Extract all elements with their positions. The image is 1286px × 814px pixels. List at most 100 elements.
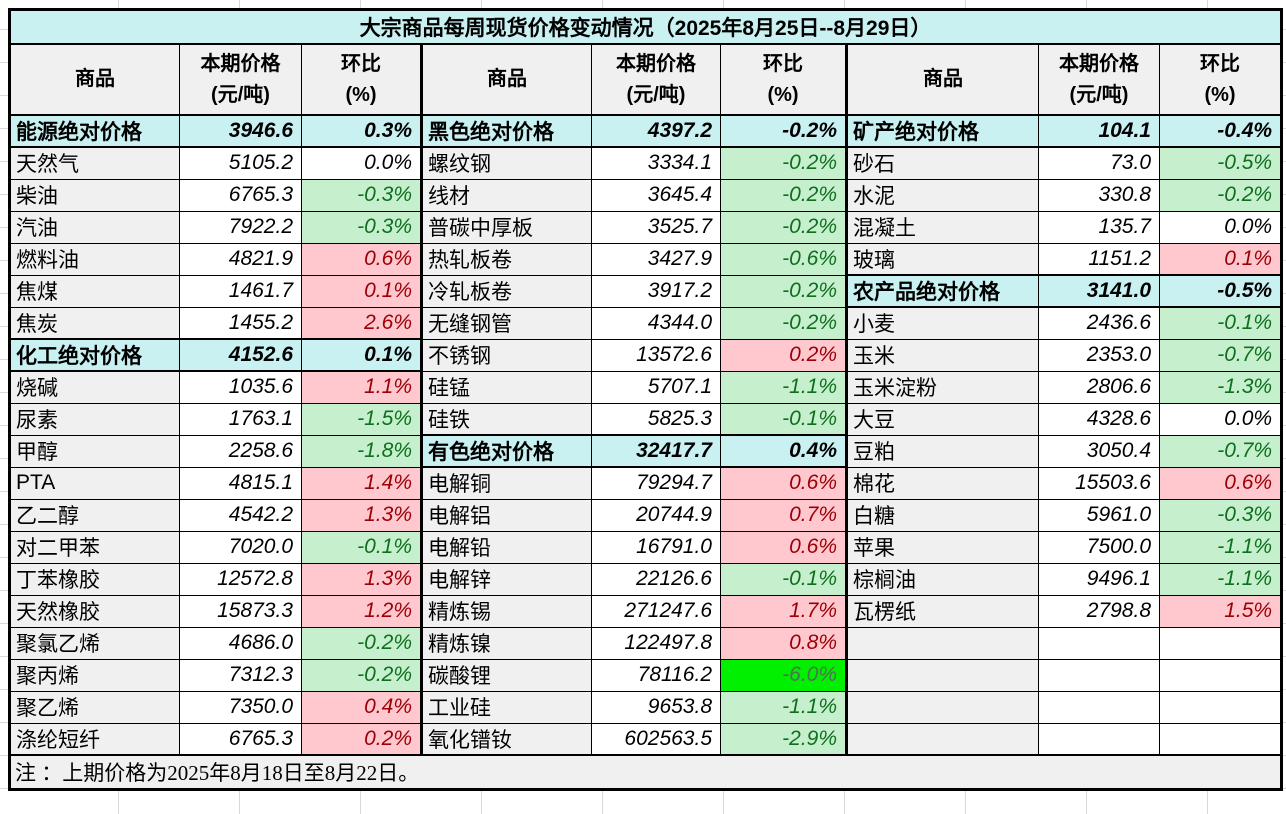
price-cell: 15503.6	[1038, 466, 1160, 500]
price-cell: 79294.7	[591, 466, 721, 500]
pct-cell: -0.5%	[1158, 274, 1283, 308]
column-header-pct: 环比 (%)	[720, 43, 847, 116]
price-cell: 15873.3	[179, 594, 302, 628]
price-cell: 32417.7	[591, 434, 721, 468]
column-header-price: 本期价格 (元/吨)	[1038, 43, 1160, 116]
price-cell: 7922.2	[179, 210, 302, 244]
table-note: 注 ：上期价格为2025年8月18日至8月22日。	[8, 754, 1283, 790]
commodity-cell: 氧化镨钕	[420, 722, 592, 756]
pct-cell: -1.3%	[1158, 370, 1283, 404]
commodity-cell: 化工绝对价格	[9, 338, 180, 372]
commodity-cell: 燃料油	[9, 242, 180, 276]
commodity-cell	[845, 722, 1039, 756]
commodity-cell: 乙二醇	[9, 498, 180, 532]
commodity-price-table: 大宗商品每周现货价格变动情况（2025年8月25日--8月29日） 商品 本期价…	[8, 8, 1284, 791]
pct-cell: 0.4%	[301, 690, 422, 724]
commodity-cell: 精炼镍	[420, 626, 592, 660]
commodity-cell: 聚丙烯	[9, 658, 180, 692]
pct-cell: 0.6%	[1158, 466, 1283, 500]
table-row: 天然气 5105.2 0.0% 螺纹钢 3334.1 -0.2% 砂石 73.0 -0.5%	[9, 146, 1283, 180]
price-cell: 1035.6	[179, 370, 302, 404]
pct-cell: 0.1%	[301, 274, 422, 308]
commodity-cell: 电解铜	[420, 466, 592, 500]
commodity-cell: 电解铝	[420, 498, 592, 532]
column-header-price: 本期价格 (元/吨)	[591, 43, 721, 116]
pct-cell: -0.2%	[720, 178, 847, 212]
table-row: 化工绝对价格 4152.6 0.1% 不锈钢 13572.6 0.2% 玉米 2353.0 -0…	[9, 338, 1283, 372]
commodity-cell	[845, 658, 1039, 692]
commodity-cell: 天然气	[9, 146, 180, 180]
pct-cell: -0.5%	[1158, 146, 1283, 180]
price-cell: 7020.0	[179, 530, 302, 564]
commodity-cell	[845, 626, 1039, 660]
pct-cell: -1.8%	[301, 434, 422, 468]
commodity-cell: 砂石	[845, 146, 1039, 180]
price-cell: 4686.0	[179, 626, 302, 660]
commodity-cell: 玻璃	[845, 242, 1039, 276]
commodity-cell: 甲醇	[9, 434, 180, 468]
price-cell: 12572.8	[179, 562, 302, 596]
column-header-price-line1: 本期价格	[1059, 52, 1139, 75]
price-cell: 6765.3	[179, 722, 302, 756]
table-row: 天然橡胶 15873.3 1.2% 精炼锡 271247.6 1.7% 瓦楞纸 2798.8 1…	[9, 594, 1283, 628]
price-cell: 602563.5	[591, 722, 721, 756]
commodity-cell: 焦煤	[9, 274, 180, 308]
commodity-cell: 汽油	[9, 210, 180, 244]
commodity-cell: 无缝钢管	[420, 306, 592, 340]
pct-cell: -0.7%	[1158, 434, 1283, 468]
price-cell: 4815.1	[179, 466, 302, 500]
pct-cell: -0.2%	[720, 306, 847, 340]
column-header-price-line1: 本期价格	[616, 52, 696, 75]
pct-cell: -0.3%	[301, 178, 422, 212]
pct-cell: 0.3%	[301, 114, 422, 148]
commodity-cell: 柴油	[9, 178, 180, 212]
column-header-pct-line2: (%)	[1204, 83, 1236, 106]
pct-cell: -0.1%	[301, 530, 422, 564]
pct-cell: -2.9%	[720, 722, 847, 756]
commodity-cell: 苹果	[845, 530, 1039, 564]
commodity-cell: 棕榈油	[845, 562, 1039, 596]
price-cell: 1461.7	[179, 274, 302, 308]
pct-cell	[1158, 658, 1283, 692]
commodity-cell: 电解铅	[420, 530, 592, 564]
table-row: 燃料油 4821.9 0.6% 热轧板卷 3427.9 -0.6% 玻璃 1151.2 0.1%	[9, 242, 1283, 276]
commodity-cell: 玉米	[845, 338, 1039, 372]
price-cell: 4328.6	[1038, 402, 1160, 436]
pct-cell: 2.6%	[301, 306, 422, 340]
price-cell: 7350.0	[179, 690, 302, 724]
pct-cell: 1.7%	[720, 594, 847, 628]
pct-cell: -0.2%	[720, 210, 847, 244]
table-row: 涤纶短纤 6765.3 0.2% 氧化镨钕 602563.5 -2.9%	[9, 722, 1283, 756]
pct-cell: 1.3%	[301, 498, 422, 532]
price-cell: 2798.8	[1038, 594, 1160, 628]
price-cell: 3334.1	[591, 146, 721, 180]
price-cell: 4344.0	[591, 306, 721, 340]
pct-cell: 0.0%	[301, 146, 422, 180]
header-row: 商品 本期价格 (元/吨) 环比 (%) 商品 本期价格 (元/吨) 环比 (%) 商品…	[9, 43, 1283, 116]
commodity-cell: 白糖	[845, 498, 1039, 532]
price-cell: 5961.0	[1038, 498, 1160, 532]
pct-cell: -0.1%	[720, 402, 847, 436]
commodity-cell: PTA	[9, 466, 180, 500]
pct-cell: -1.1%	[720, 370, 847, 404]
price-cell: 7500.0	[1038, 530, 1160, 564]
note-row: 注 ：上期价格为2025年8月18日至8月22日。	[8, 754, 1283, 790]
commodity-cell: 小麦	[845, 306, 1039, 340]
column-header-commodity: 商品	[845, 43, 1039, 116]
column-header-commodity: 商品	[420, 43, 592, 116]
commodity-cell: 混凝土	[845, 210, 1039, 244]
price-cell: 6765.3	[179, 178, 302, 212]
commodity-cell: 硅铁	[420, 402, 592, 436]
price-cell	[1038, 626, 1160, 660]
pct-cell: -0.3%	[301, 210, 422, 244]
column-header-price-line1: 本期价格	[200, 52, 281, 75]
pct-cell	[1158, 690, 1283, 724]
price-cell	[1038, 658, 1160, 692]
price-cell: 7312.3	[179, 658, 302, 692]
column-header-pct: 环比 (%)	[301, 43, 422, 116]
commodity-cell: 碳酸锂	[420, 658, 592, 692]
commodity-cell: 对二甲苯	[9, 530, 180, 564]
column-header-pct-line1: 环比	[341, 52, 381, 75]
price-cell: 3427.9	[591, 242, 721, 276]
column-header-pct-line2: (%)	[345, 83, 377, 106]
